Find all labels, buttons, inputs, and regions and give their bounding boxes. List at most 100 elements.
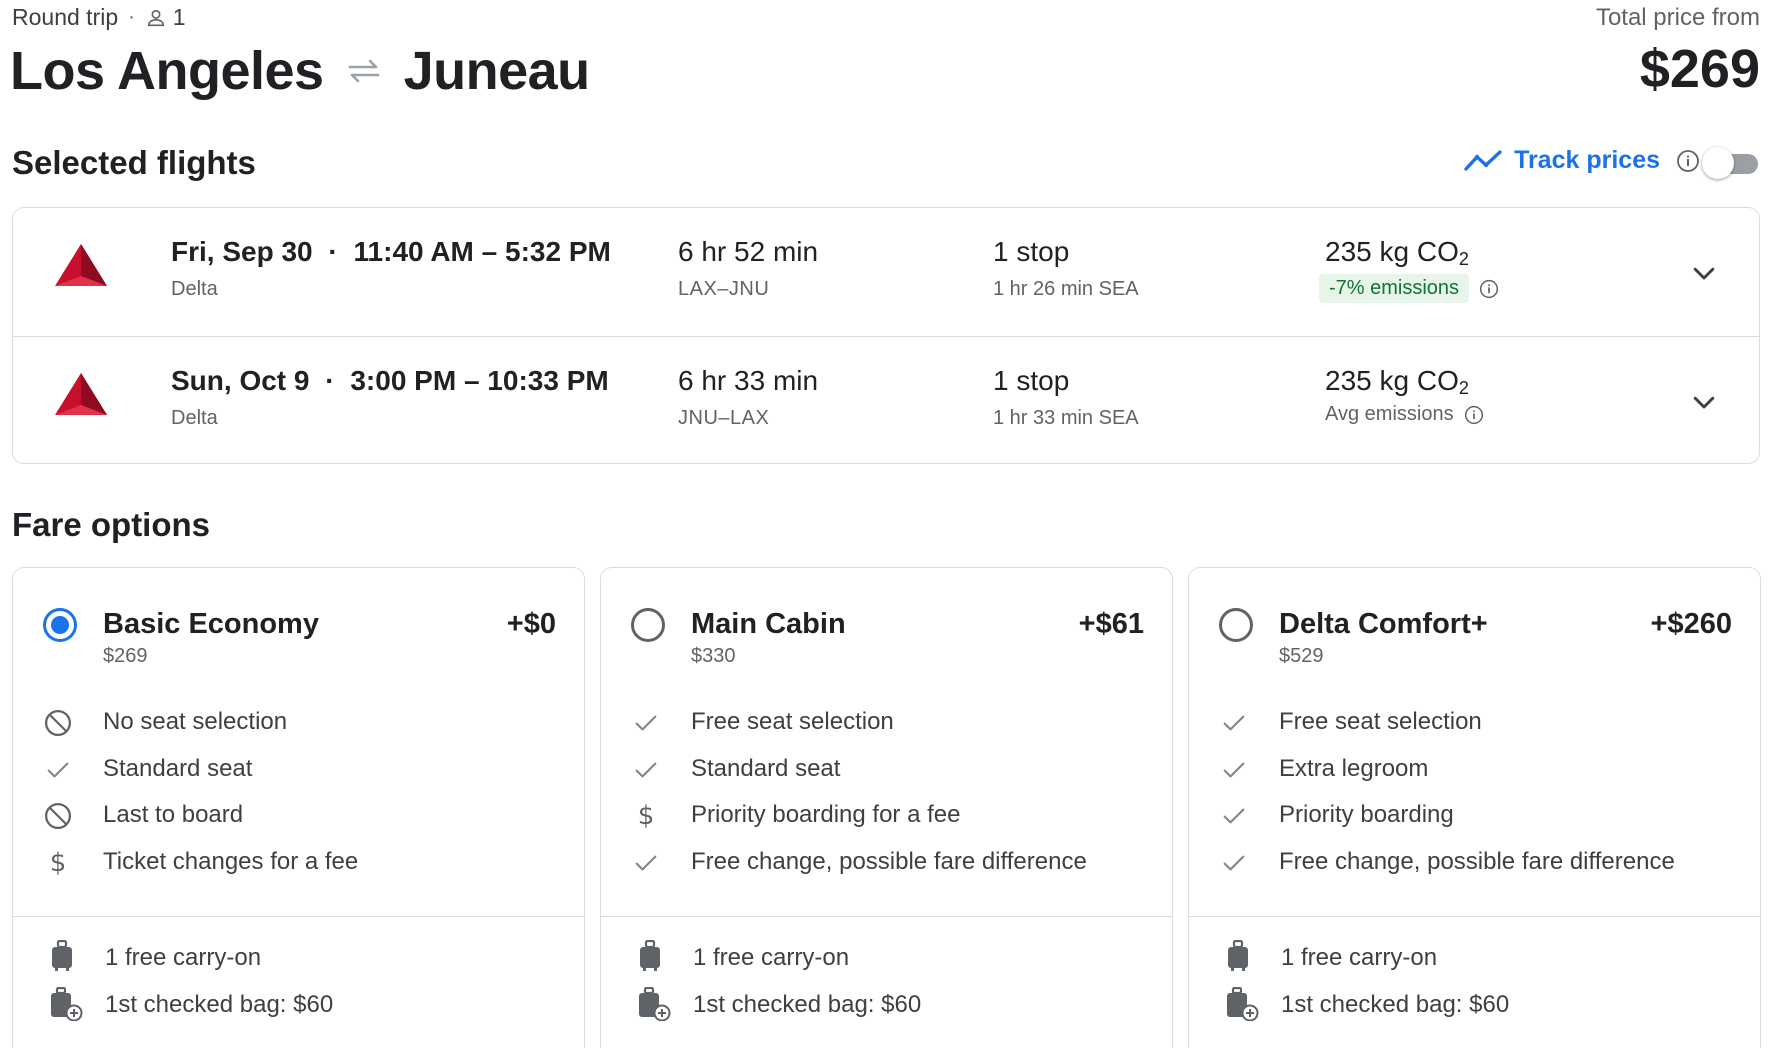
fare-name: Delta Comfort+ [1279,608,1488,640]
bag-allowance: 1st checked bag: $60 [601,985,1172,1025]
bag-allowance-text: 1st checked bag: $60 [1281,991,1510,1018]
fare-radio[interactable] [1219,608,1253,642]
trip-type[interactable]: Round trip [12,4,119,30]
selected-flights-title: Selected flights [12,144,256,181]
route-title: Los Angeles Juneau [10,40,590,102]
toggle-knob [1702,147,1734,179]
fare-radio[interactable] [43,608,77,642]
bag-allowance-text: 1st checked bag: $60 [105,991,334,1018]
fare-feature: Standard seat [13,749,584,789]
bag-allowance: 1 free carry-on [13,938,584,978]
emissions-info: Avg emissions [1325,403,1484,426]
bag-allowance-text: 1 free carry-on [693,944,850,971]
bag-allowance-text: 1 free carry-on [105,944,262,971]
fare-feature-text: Free seat selection [691,708,894,735]
passenger-count-value: 1 [172,4,186,30]
dollar-icon: $ [49,847,67,878]
fare-feature: Standard seat [601,749,1172,789]
block-icon [43,801,73,831]
fare-feature-text: No seat selection [103,708,288,735]
total-price: $269 [1639,39,1760,99]
passenger-count[interactable]: 1 [145,4,186,31]
flight-duration: 6 hr 52 min [678,236,819,267]
check-icon [631,755,661,785]
check-icon [1219,755,1249,785]
fare-feature-text: Free seat selection [1279,708,1482,735]
flight-co2: 235 kg CO2 [1325,236,1469,270]
airline-name: Delta [171,407,218,429]
track-prices-toggle[interactable] [1702,147,1760,179]
carry-on-icon [1225,939,1251,977]
fare-added-cost: +$61 [1078,608,1144,640]
destination-city: Juneau [403,41,591,101]
track-prices[interactable]: Track prices [1464,146,1700,175]
flight-times: 3:00 PM – 10:33 PM [350,365,609,396]
flight-date-time: Sun, Oct 9 · 3:00 PM – 10:33 PM [171,365,609,396]
fare-feature: Priority boarding [1189,795,1760,835]
fare-card-main-cabin[interactable]: Main Cabin $330 +$61 Free seat selection Sta… [600,567,1173,1048]
fare-feature-text: Priority boarding for a fee [691,801,961,828]
flight-date: Sun, Oct 9 [171,365,310,396]
fare-feature: Last to board [13,795,584,835]
fare-options-title: Fare options [12,506,211,543]
bag-allowance-text: 1 free carry-on [1281,944,1438,971]
fare-added-cost: +$260 [1650,608,1732,640]
fare-feature: $ Priority boarding for a fee [601,795,1172,835]
chevron-down-icon[interactable] [1689,387,1719,417]
fare-card-delta-comfort[interactable]: Delta Comfort+ $529 +$260 Free seat selecti… [1188,567,1761,1048]
info-icon[interactable] [1479,279,1499,299]
flight-row-return[interactable]: Sun, Oct 9 · 3:00 PM – 10:33 PM Delta 6 … [13,336,1759,463]
fare-divider [601,916,1172,917]
flight-date: Fri, Sep 30 [171,236,313,267]
flight-layover: 1 hr 26 min SEA [993,278,1139,300]
fare-feature: No seat selection [13,702,584,742]
bag-allowance: 1 free carry-on [1189,938,1760,978]
fare-feature-text: Free change, possible fare difference [1279,847,1675,875]
fare-price: $330 [691,645,736,667]
fare-added-cost: +$0 [506,608,556,640]
bag-allowance-text: 1st checked bag: $60 [693,991,922,1018]
block-icon [43,708,73,738]
fare-price: $529 [1279,645,1324,667]
fare-feature: Free seat selection [601,702,1172,742]
co2-subscript: 2 [1458,378,1469,398]
fare-feature-text: Priority boarding [1279,801,1454,828]
fare-feature-text: Free change, possible fare difference [691,847,1087,875]
check-icon [1219,801,1249,831]
fare-divider [1189,916,1760,917]
selected-flights-list: Fri, Sep 30 · 11:40 AM – 5:32 PM Delta 6… [12,207,1760,464]
swap-arrows-icon [346,57,382,85]
flight-row-outbound[interactable]: Fri, Sep 30 · 11:40 AM – 5:32 PM Delta 6… [13,208,1759,336]
check-icon [631,708,661,738]
bag-allowance: 1st checked bag: $60 [1189,985,1760,1025]
co2-value: 235 kg CO [1325,365,1459,396]
bag-allowance: 1 free carry-on [601,938,1172,978]
fare-feature-text: Standard seat [691,754,841,782]
fare-divider [13,916,584,917]
checked-bag-icon [1225,986,1259,1026]
fare-feature: Extra legroom [1189,749,1760,789]
track-prices-label: Track prices [1514,146,1660,174]
fare-radio[interactable] [631,608,665,642]
checked-bag-icon [637,986,671,1026]
flight-duration: 6 hr 33 min [678,365,819,396]
flight-times: 11:40 AM – 5:32 PM [353,236,611,267]
info-icon[interactable] [1676,149,1700,173]
emissions-label: Avg emissions [1325,403,1454,425]
dollar-icon: $ [637,801,655,831]
info-icon[interactable] [1464,405,1484,425]
flight-route: JNU–LAX [678,407,770,429]
fare-feature-text: Standard seat [103,754,253,782]
fare-card-basic-economy[interactable]: Basic Economy $269 +$0 No seat selection Sta… [12,567,585,1048]
separator-dot: · [128,6,135,28]
check-icon [1219,708,1249,738]
trip-meta: Round trip · 1 [12,4,186,31]
flight-co2: 235 kg CO2 [1325,365,1469,399]
fare-price: $269 [103,645,148,667]
fare-feature: Free seat selection [1189,702,1760,742]
check-icon [43,755,73,785]
fare-feature: Free change, possible fare difference [601,842,1172,882]
chevron-down-icon[interactable] [1689,258,1719,288]
airline-name: Delta [171,278,218,300]
flight-layover: 1 hr 33 min SEA [993,407,1139,429]
